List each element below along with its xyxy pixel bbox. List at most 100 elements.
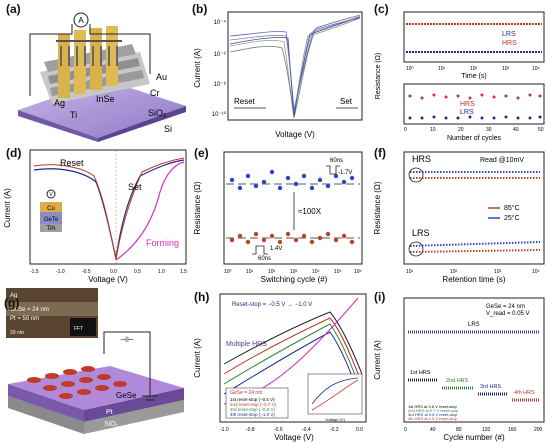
xtick: 10² <box>470 66 478 72</box>
label-ti: Ti <box>70 110 77 120</box>
panel-label-e: (e) <box>194 146 209 160</box>
ylabel: Resistance (Ω) <box>375 53 382 99</box>
plot-frame <box>403 151 545 265</box>
xtick: 1.5 <box>180 269 187 275</box>
ylabel: Current (A) <box>193 48 202 88</box>
device-schematic-a: A Au Cr InSe Ag Ti SiO₂ Si <box>18 12 186 142</box>
xtick: 20 <box>458 127 464 133</box>
xlabel: Switching cycle (#) <box>261 275 328 284</box>
xtick: 80 <box>456 427 462 433</box>
label-au: Au <box>156 72 167 82</box>
label-sio2: SiO₂ <box>104 421 119 428</box>
legend-entry: 1st reset-stop (−0.5 V) <box>230 397 275 402</box>
ytick: 10⁻⁴ <box>214 19 227 26</box>
tem-layer <box>6 302 98 316</box>
xlabel: Voltage (V) <box>275 130 315 139</box>
xlabel: Retention time (s) <box>442 275 505 284</box>
label-hrs-1: 1st HRS <box>410 370 431 376</box>
circuit-wire <box>103 331 151 396</box>
legend-box <box>225 387 289 419</box>
panel-label-i: (i) <box>374 290 386 304</box>
ylabel: Current (A) <box>193 338 202 378</box>
xtick: 10³ <box>494 269 502 275</box>
forming-curve <box>115 161 185 261</box>
panel-c: (c) LRS HRS 10⁰ 10¹ 10² 10³ 10⁴ Time (s)… <box>370 0 550 142</box>
label-cr: Cr <box>150 88 160 98</box>
xtick: -0.8 <box>246 427 255 433</box>
inset-plot <box>307 373 363 415</box>
label-read: Read @10mV <box>480 157 524 164</box>
plot-frame-bottom <box>403 83 545 125</box>
ag-electrode-array <box>27 366 127 399</box>
left-wire <box>29 24 73 96</box>
label-lrs: LRS <box>468 322 480 328</box>
si-layer-side <box>98 106 186 142</box>
legend-entry: 2nd HRS at 0.7 V reset-stop <box>408 408 459 413</box>
right-wire <box>89 24 151 74</box>
ammeter-icon <box>73 12 89 28</box>
ylabel: Current (A) <box>373 340 382 380</box>
hrs-points <box>229 169 355 191</box>
xlabel: Voltage (V) <box>274 433 314 442</box>
xtick: 10² <box>268 269 276 275</box>
panel-g: (g) Ag GeSe = 24 nm Pt = 50 nm 20 nm FFT… <box>0 284 190 442</box>
plot-frame <box>223 151 363 265</box>
panel-label-b: (b) <box>192 2 208 16</box>
xtick: 10⁴ <box>532 66 540 72</box>
retention-chart-f: HRS LRS Read @10mV 85°C 25°C Resistance … <box>373 151 545 284</box>
panel-b: (b) Current (A) Voltage (V) 10⁻⁴ 10⁻⁶ 10… <box>190 0 370 142</box>
pulse-voltage-bottom: 1.4V <box>270 246 282 252</box>
label-forming: Forming <box>146 238 179 248</box>
label-hrs-3: 3rd HRS <box>480 384 501 390</box>
ytick: 10⁻⁸ <box>214 81 227 88</box>
xtick: 10⁴ <box>312 269 320 275</box>
xtick: -1.5 <box>30 269 39 275</box>
legend-entry: 4th HRS at 1.0 V reset-stop <box>408 416 458 421</box>
retention-chart-c: LRS HRS 10⁰ 10¹ 10² 10³ 10⁴ Time (s) HRS… <box>375 11 545 142</box>
xtick: 1.0 <box>158 269 165 275</box>
legend-lrs-bottom: LRS <box>460 109 474 116</box>
iv-curves <box>229 14 361 119</box>
panel-label-c: (c) <box>374 2 389 16</box>
legend-hrs-top: HRS <box>502 40 517 47</box>
ytick: 10⁻¹⁰ <box>212 111 227 118</box>
label-sio2: SiO₂ <box>148 108 167 118</box>
tip-array <box>56 40 122 66</box>
label-hrs: HRS <box>412 154 431 164</box>
pulse-shape-top <box>326 165 340 175</box>
panel-label-f: (f) <box>374 146 386 160</box>
xtick: -0.6 <box>274 427 283 433</box>
lrs-25c <box>409 241 541 247</box>
xtick: 160 <box>508 427 517 433</box>
label-gese: GeSe <box>116 391 137 400</box>
xtick: 0.0 <box>356 427 363 433</box>
xlabel: Cycle number (#) <box>443 433 505 442</box>
endurance-chart-i: GeSe = 24 nm V_read = 0.05 V LRS 1st HRS… <box>373 297 545 442</box>
panel-e: (e) ≈100X 60ns -1.7V 60ns 1.4V Resistanc… <box>190 142 370 284</box>
xlabel: Voltage (V) <box>88 275 128 284</box>
xtick: 10⁴ <box>532 269 540 275</box>
panel-i: (i) GeSe = 24 nm V_read = 0.05 V LRS 1st… <box>370 284 550 442</box>
inset-pt: Pt = 50 nm <box>10 316 39 322</box>
panel-label-d: (d) <box>6 146 22 160</box>
label-set: Set <box>340 97 353 106</box>
xtick: 0.5 <box>134 269 141 275</box>
pulse-voltage-top: -1.7V <box>338 170 352 176</box>
label-set: Set <box>128 182 142 192</box>
label-hrs-4: 4th HRS <box>514 390 535 396</box>
xtick: -0.2 <box>330 427 339 433</box>
svg-text:Cu: Cu <box>47 206 55 212</box>
ylabel: Current (A) <box>3 188 12 228</box>
panel-label-h: (h) <box>194 290 210 304</box>
pulse-shape-bottom <box>252 245 268 255</box>
xtick: -0.5 <box>82 269 91 275</box>
inset-curve <box>311 379 359 411</box>
xtick: 120 <box>482 427 491 433</box>
label-inse: InSe <box>96 94 115 104</box>
xtick: 10⁰ <box>224 269 232 275</box>
scale-bar-label: 20 nm <box>10 330 24 336</box>
gese-side-right <box>84 388 184 422</box>
ammeter-label: A <box>78 16 84 25</box>
legend-entry: 3rd reset-stop (−0.8 V) <box>230 407 276 412</box>
panel-label-a: (a) <box>6 2 21 16</box>
